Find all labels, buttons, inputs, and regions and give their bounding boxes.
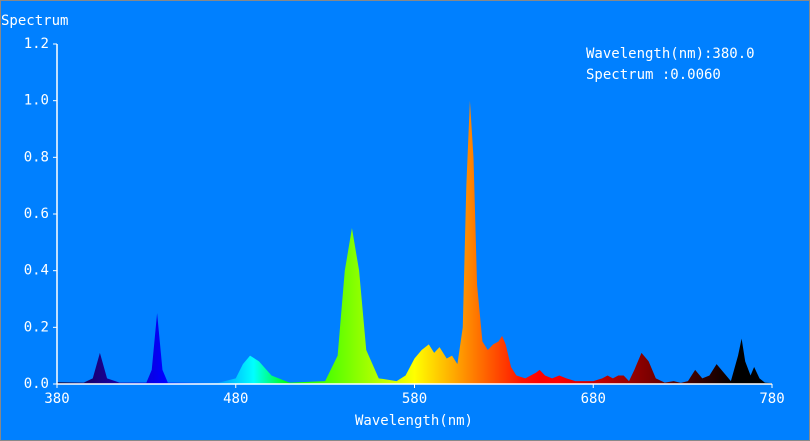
y-tick-label: 0.4 [24,263,49,279]
annotation: Spectrum :0.0060 [586,67,721,83]
y-tick-label: 0.0 [24,376,49,392]
x-tick-label: 380 [44,391,69,407]
x-tick-label: 580 [402,391,427,407]
x-axis-title: Wavelength(nm) [355,413,473,429]
y-tick-label: 1.0 [24,93,49,109]
y-tick-label: 1.2 [24,36,49,52]
x-tick-label: 480 [223,391,248,407]
annotation: Wavelength(nm):380.0 [586,46,755,62]
x-tick-label: 780 [759,391,784,407]
y-tick-label: 0.6 [24,206,49,222]
x-tick-label: 680 [581,391,606,407]
y-tick-label: 0.8 [24,149,49,165]
y-tick-label: 0.2 [24,319,49,335]
y-axis-title: Spectrum [1,13,68,29]
